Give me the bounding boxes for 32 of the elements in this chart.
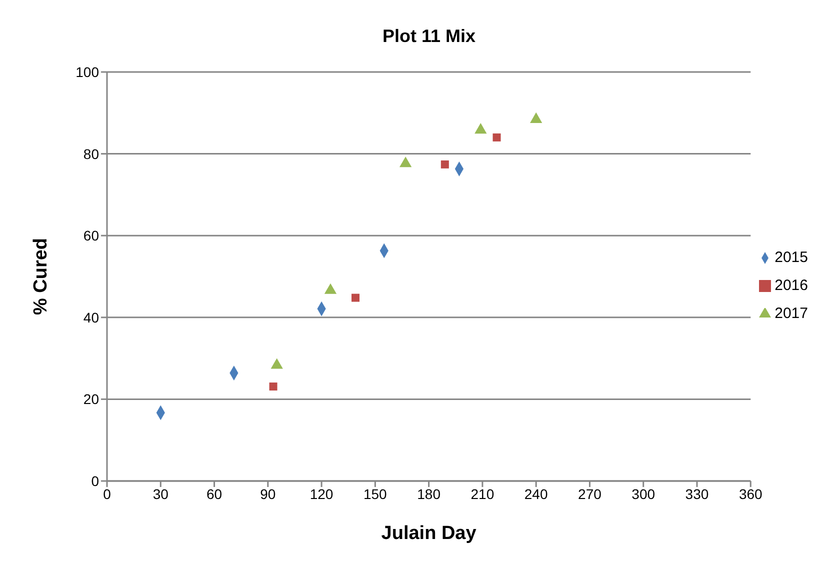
point [492,133,501,142]
x-tick-label: 90 [260,486,276,502]
y-tick-label: 80 [83,146,100,162]
x-tick-label: 0 [103,486,112,502]
y-tick-label: 60 [83,228,100,244]
x-tick-label: 180 [417,486,441,502]
point [399,156,412,168]
x-tick-label: 270 [578,486,602,502]
y-tick-label: 100 [76,64,100,80]
x-tick-label: 150 [363,486,388,502]
y-tick-label: 40 [83,309,100,326]
x-tick-label: 120 [310,486,334,502]
legend-label: 2016 [774,276,808,294]
y-tick-label: 20 [83,391,100,408]
legend-label: 2017 [774,304,808,322]
x-tick-label: 240 [524,486,548,502]
chart-title: Plot 11 Mix [381,26,477,47]
y-axis-title: % Cured [30,238,52,316]
x-tick-label: 360 [738,486,763,502]
x-tick-label: 210 [470,486,494,502]
legend-label: 2015 [774,248,808,266]
point [269,382,278,391]
x-tick-label: 60 [206,486,222,502]
x-tick-label: 300 [632,486,656,502]
point [474,123,487,134]
point [352,294,360,302]
point [530,112,542,123]
y-tick-label: 0 [91,472,100,489]
x-axis-title: Julain Day [381,523,477,544]
x-tick-label: 30 [152,486,169,502]
point [440,160,449,168]
x-tick-label: 330 [685,486,709,502]
